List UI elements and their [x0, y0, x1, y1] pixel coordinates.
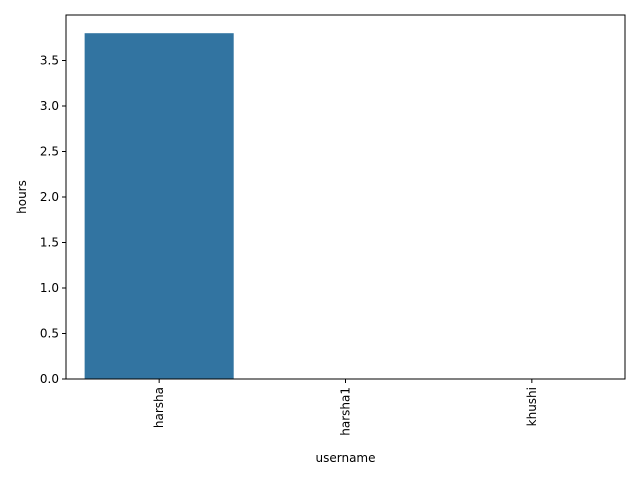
y-tick-label: 2.0 [40, 190, 59, 204]
bar-harsha [84, 33, 234, 379]
bars-layer [84, 33, 234, 379]
y-tick-label: 3.5 [40, 54, 59, 68]
plot-frame [65, 14, 626, 380]
y-tick-label: 0.5 [40, 327, 59, 341]
y-tick-label: 1.0 [40, 281, 59, 295]
y-tick-label: 0.0 [40, 372, 59, 386]
x-tick-label: khushi [525, 387, 539, 426]
x-axis-label: username [316, 451, 376, 465]
x-tick-label: harsha [152, 387, 166, 428]
y-tick-label: 2.5 [40, 145, 59, 159]
x-axis-ticks: harsha harsha1 khushi [152, 379, 539, 436]
y-axis-ticks: 0.0 0.5 1.0 1.5 2.0 2.5 3.0 3.5 [40, 54, 66, 386]
x-tick-label: harsha1 [339, 387, 353, 436]
y-tick-label: 1.5 [40, 236, 59, 250]
y-axis-label: hours [15, 180, 29, 214]
y-tick-label: 3.0 [40, 99, 59, 113]
